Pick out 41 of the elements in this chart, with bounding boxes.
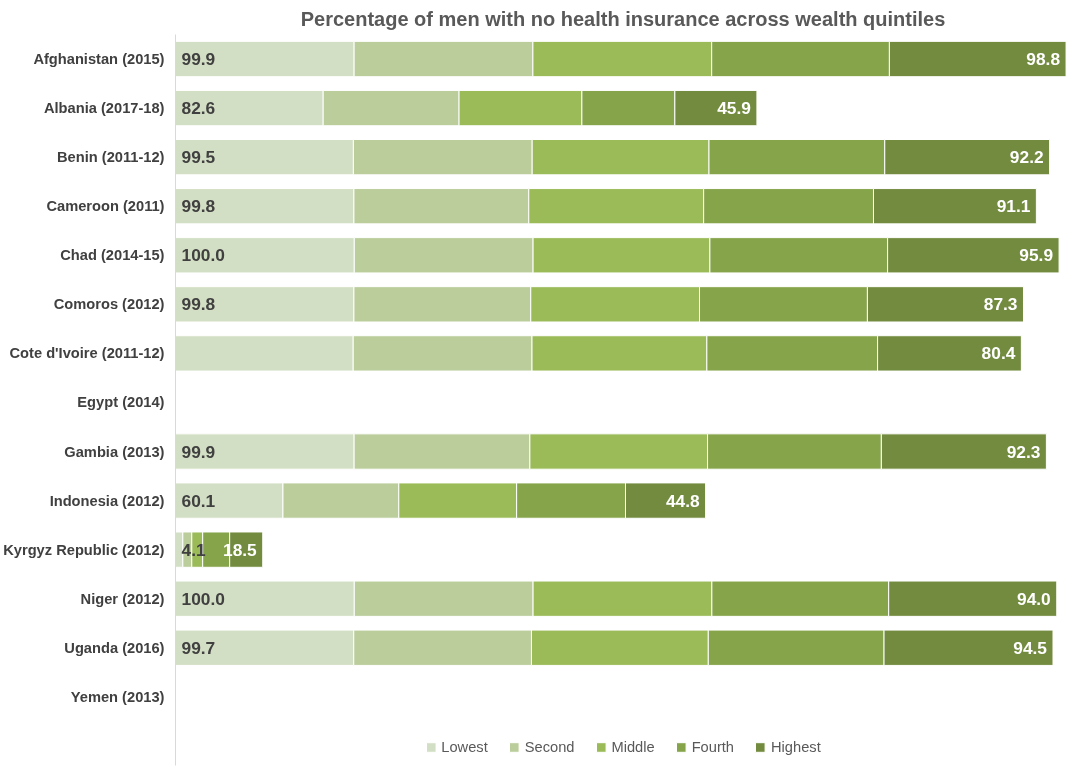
y-tick-label: Benin (2011-12) bbox=[56, 149, 165, 166]
legend-label: Second bbox=[524, 739, 575, 755]
legend-label: Middle bbox=[611, 739, 655, 755]
y-tick-label: Indonesia (2012) bbox=[49, 492, 165, 509]
data-label: 60.1 bbox=[181, 490, 216, 511]
data-label: 99.7 bbox=[181, 637, 216, 658]
data-label: 99.8 bbox=[181, 294, 216, 315]
y-tick-label: Gambia (2013) bbox=[64, 443, 165, 460]
y-tick-label: Uganda (2016) bbox=[64, 639, 165, 656]
chart-title: Percentage of men with no health insurance across wealth quintiles bbox=[300, 7, 946, 30]
y-tick-label: Yemen (2013) bbox=[70, 688, 165, 705]
y-tick-label: Albania (2017-18) bbox=[43, 100, 165, 117]
y-tick-label: Niger (2012) bbox=[80, 590, 165, 607]
data-label: 45.9 bbox=[717, 98, 751, 119]
data-label: 100.0 bbox=[181, 588, 225, 609]
data-label: 99.5 bbox=[181, 147, 216, 168]
data-label: 99.9 bbox=[181, 49, 216, 70]
data-label: 100.0 bbox=[181, 245, 225, 266]
data-label: 92.3 bbox=[1006, 441, 1041, 462]
data-label: 80.4 bbox=[981, 343, 1016, 364]
data-label: 92.2 bbox=[1009, 147, 1044, 168]
data-label: 94.5 bbox=[1013, 637, 1048, 658]
data-label: 99.9 bbox=[181, 441, 216, 462]
legend-label: Lowest bbox=[441, 739, 488, 755]
legend-label: Highest bbox=[771, 739, 821, 755]
data-label: 98.8 bbox=[1026, 49, 1061, 70]
data-label: 91.1 bbox=[996, 196, 1031, 217]
data-label: 99.8 bbox=[181, 196, 216, 217]
data-label: 82.6 bbox=[181, 98, 216, 119]
legend-label: Fourth bbox=[691, 739, 735, 755]
data-label: 95.9 bbox=[1019, 245, 1054, 266]
y-tick-label: Egypt (2014) bbox=[77, 394, 165, 411]
y-tick-label: Afghanistan (2015) bbox=[33, 51, 165, 68]
data-label: 87.3 bbox=[983, 294, 1018, 315]
y-tick-label: Chad (2014-15) bbox=[60, 247, 165, 264]
y-tick-label: Comoros (2012) bbox=[53, 296, 165, 313]
data-label: 44.8 bbox=[665, 490, 700, 511]
y-tick-label: Cote d'Ivoire (2011-12) bbox=[9, 345, 165, 362]
y-tick-label: Cameroon (2011) bbox=[46, 198, 165, 215]
data-label: 94.0 bbox=[1017, 588, 1051, 609]
y-tick-label: Kyrgyz Republic (2012) bbox=[3, 541, 165, 558]
